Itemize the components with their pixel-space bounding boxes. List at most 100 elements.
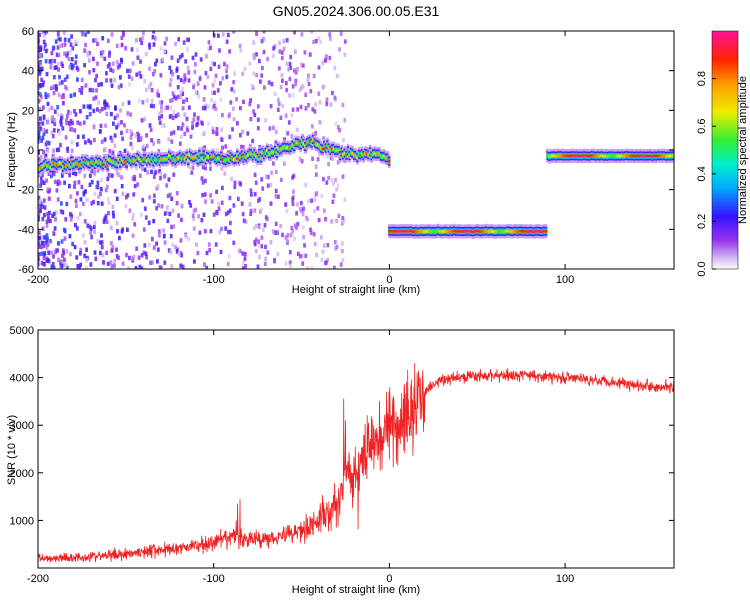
spectrogram-noise-cell: [45, 178, 48, 183]
spectrogram-noise-cell: [69, 42, 73, 47]
spectrogram-noise-cell: [194, 207, 197, 213]
spectrogram-noise-cell: [269, 240, 273, 245]
spectrogram-noise-cell: [293, 31, 296, 35]
spectrogram-noise-cell: [45, 31, 49, 34]
spectrogram-noise-cell: [38, 33, 40, 38]
spectrogram-noise-cell: [103, 99, 107, 104]
spectrogram-noise-cell: [248, 143, 252, 149]
spectrogram-noise-cell: [79, 247, 83, 253]
spectrogram-noise-cell: [160, 114, 163, 119]
spectrogram-noise-cell: [298, 87, 302, 93]
spectrogram-noise-cell: [204, 103, 208, 108]
spectrogram-noise-cell: [74, 60, 78, 65]
spectrogram-ridge-core: [335, 148, 339, 152]
spectrogram-ridge-core: [123, 159, 127, 163]
spectrogram-noise-cell: [257, 224, 261, 230]
spectrogram-noise-cell: [42, 243, 46, 249]
spectrogram-noise-cell: [120, 42, 124, 48]
spectrogram-noise-cell: [70, 34, 73, 39]
spectrogram-noise-cell: [177, 125, 180, 131]
spectrogram-noise-cell: [53, 109, 57, 114]
spectrogram-ridge-core: [375, 152, 378, 156]
spectrogram-noise-cell: [39, 97, 43, 102]
spectrogram-noise-cell: [276, 251, 280, 257]
spectrogram-noise-cell: [170, 196, 174, 201]
spectrogram-noise-cell: [325, 54, 328, 59]
spectrogram-noise-cell: [61, 63, 65, 69]
spectrogram-ridge-core: [462, 230, 466, 233]
spectrogram-noise-cell: [68, 64, 72, 70]
spectrogram-noise-cell: [179, 95, 182, 100]
spectrogram-noise-cell: [124, 46, 128, 51]
spectrogram-noise-cell: [69, 194, 73, 199]
spectrogram-ridge-core: [608, 154, 611, 158]
spectrogram-noise-cell: [40, 138, 43, 143]
spectrogram-noise-cell: [224, 144, 228, 149]
spectrogram-noise-cell: [110, 83, 114, 88]
spectrogram-ridge-core: [342, 153, 345, 157]
spectrogram-ridge-core: [609, 154, 613, 158]
spectrogram-ridge-core: [49, 166, 52, 170]
spectrogram-noise-cell: [90, 179, 94, 185]
spectrogram-x-ticks: -200 -100 0 100: [27, 31, 574, 286]
spectrogram-ridge-core: [117, 157, 120, 161]
spectrogram-noise-cell: [284, 202, 288, 207]
spectrogram-noise-cell: [267, 144, 271, 149]
spectrogram-noise-cell: [174, 96, 178, 101]
spectrogram-noise-cell: [115, 247, 118, 252]
spectrogram-noise-cell: [44, 94, 48, 100]
spectrogram-noise-cell: [39, 46, 42, 52]
spectrogram-noise-cell: [112, 263, 116, 268]
spectrogram-noise-cell: [177, 37, 181, 42]
spectrogram-ridge-core: [346, 149, 350, 153]
spectrogram-ridge-core: [451, 230, 454, 233]
spectrogram-noise-cell: [101, 49, 105, 55]
spectrogram-ridge-core: [396, 230, 399, 233]
spectrogram-noise-cell: [148, 123, 152, 128]
spectrogram-noise-cell: [291, 107, 295, 112]
spectrogram-noise-cell: [44, 92, 48, 97]
spectrogram-noise-cell: [43, 251, 47, 256]
spectrogram-ridge-core: [387, 159, 391, 163]
spectrogram-ridge-core: [379, 154, 383, 158]
spectrogram-noise-cell: [109, 225, 113, 230]
spectrogram-noise-cell: [86, 223, 90, 228]
spectrogram-noise-cell: [252, 55, 256, 60]
spectrogram-ridge-core: [114, 161, 117, 165]
spectrogram-noise-cell: [253, 208, 257, 213]
spectrogram-ridge-core: [630, 154, 633, 158]
spectrogram-noise-cell: [319, 39, 322, 44]
spectrogram-noise-cell: [42, 131, 46, 136]
spectrogram-noise-cell: [165, 210, 169, 215]
spectrogram-ridge-core: [318, 144, 321, 148]
spectrogram-noise-cell: [335, 187, 338, 192]
spectrogram-noise-cell: [193, 69, 197, 75]
spectrogram-noise-cell: [182, 99, 185, 104]
spectrogram-noise-cell: [210, 98, 213, 103]
spectrogram-ridge-core: [270, 150, 274, 154]
spectrogram-ridge-core: [365, 152, 369, 155]
spectrogram-noise-cell: [63, 180, 66, 185]
spectrogram-ridge-core: [221, 158, 225, 161]
spectrogram-noise-cell: [40, 251, 44, 256]
spectrogram-ridge-core: [248, 151, 252, 155]
spectrogram-noise-cell: [163, 211, 167, 216]
spectrogram-noise-cell: [156, 184, 160, 189]
spectrogram-noise-cell: [64, 135, 68, 140]
spectrogram-ridge-core: [128, 158, 132, 162]
spectrogram-noise-cell: [271, 53, 275, 59]
spectrogram-noise-cell: [209, 166, 212, 171]
spectrogram-noise-cell: [48, 59, 52, 64]
spectrogram-noise-cell: [132, 192, 136, 197]
spectrogram-noise-cell: [84, 140, 87, 145]
spectrogram-ridge-core: [164, 157, 168, 161]
spectrogram-noise-cell: [105, 78, 108, 83]
spectrogram-noise-cell: [274, 140, 278, 145]
spectrogram-noise-cell: [254, 180, 258, 185]
spectrogram-ridge-core: [210, 154, 214, 158]
spectrogram-noise-cell: [335, 244, 339, 250]
spectrogram-noise-cell: [214, 106, 218, 112]
spectrogram-ridge-core: [122, 159, 125, 163]
spectrogram-noise-cell: [49, 238, 52, 244]
